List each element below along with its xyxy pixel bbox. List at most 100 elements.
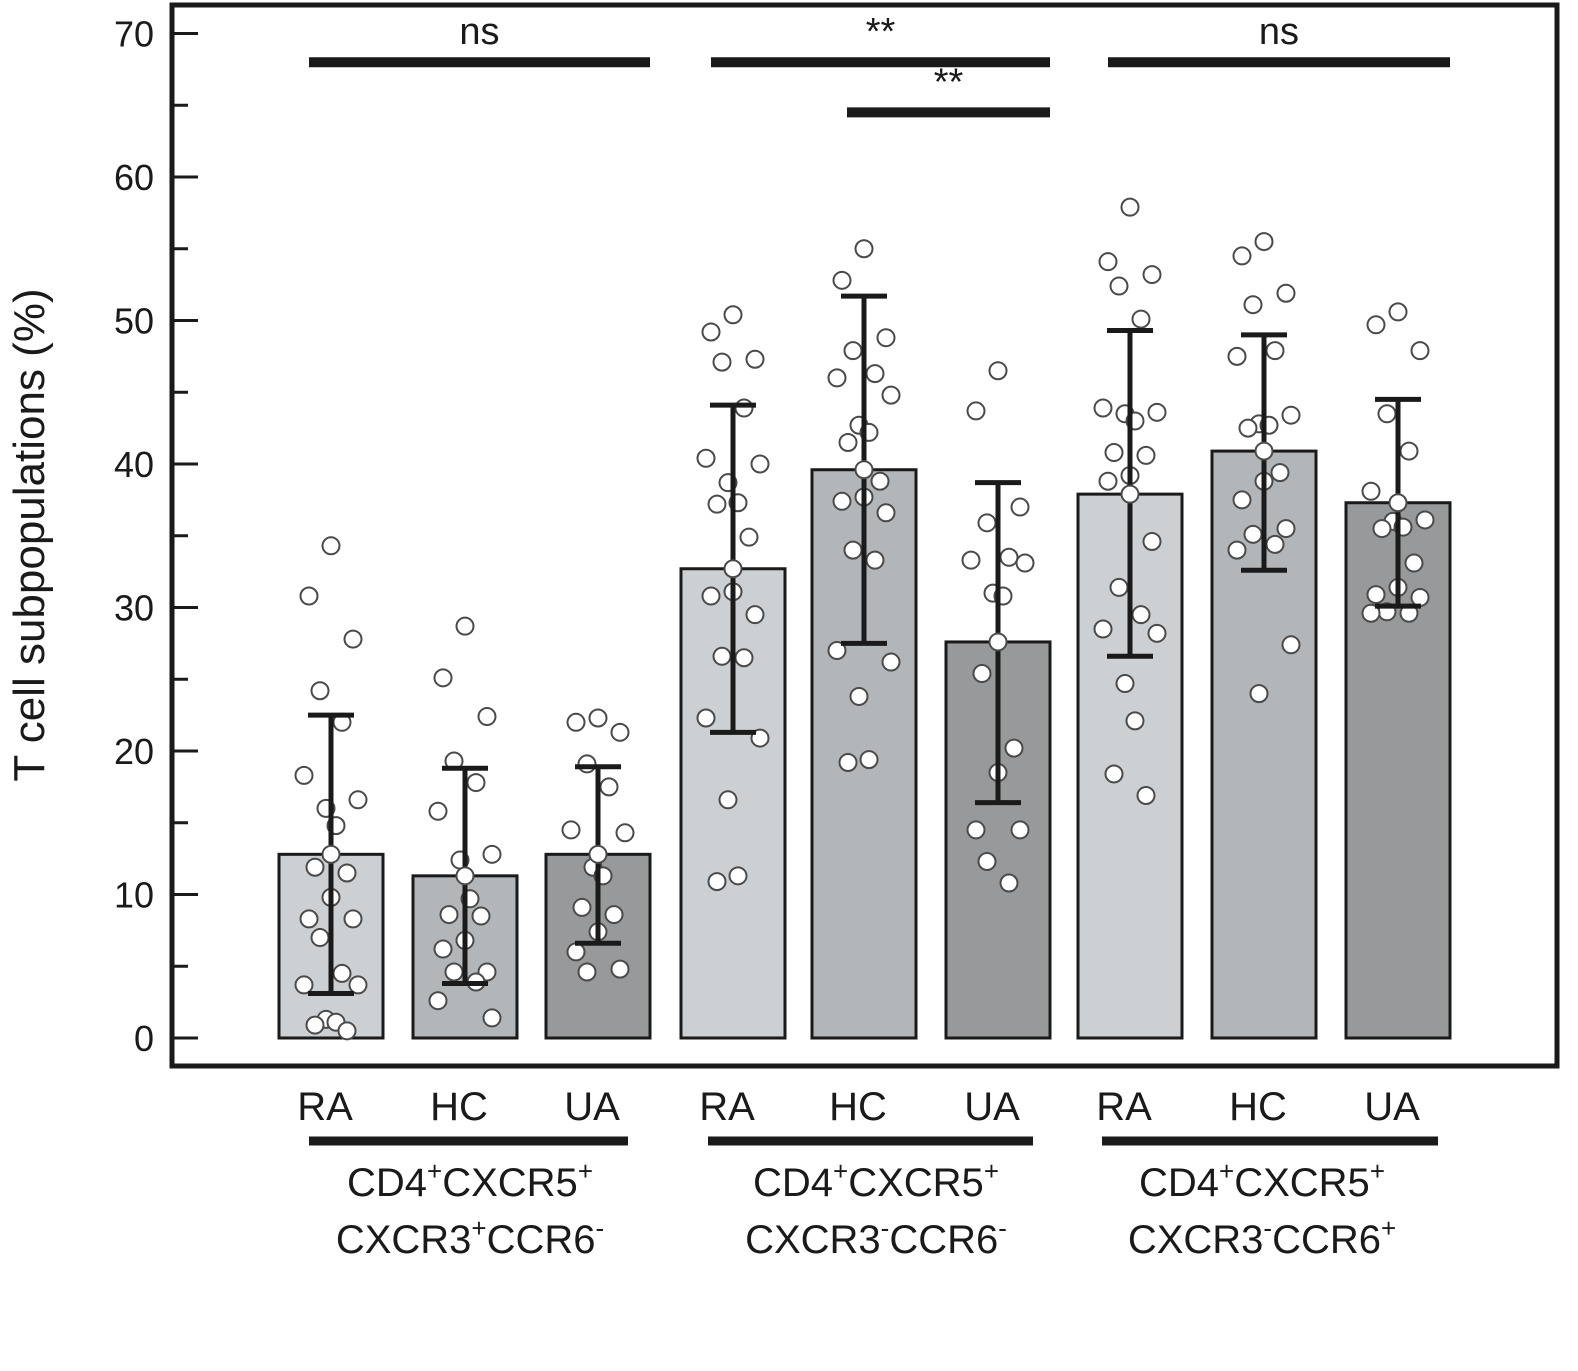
data-point — [566, 942, 586, 962]
mean-marker — [1120, 484, 1140, 504]
data-point — [1254, 232, 1274, 252]
data-point — [1227, 346, 1247, 366]
data-point — [337, 863, 357, 883]
data-point — [1238, 418, 1258, 438]
data-point — [728, 866, 748, 886]
data-point — [1399, 441, 1419, 461]
data-point — [999, 873, 1019, 893]
data-point — [870, 471, 890, 491]
data-point — [1410, 587, 1430, 607]
data-point — [972, 664, 992, 684]
data-point — [1361, 481, 1381, 501]
data-point — [444, 962, 464, 982]
data-point — [1098, 252, 1118, 272]
data-point — [876, 503, 896, 523]
data-point — [1098, 471, 1118, 491]
data-point — [827, 368, 847, 388]
data-point — [433, 939, 453, 959]
data-point — [1109, 276, 1129, 296]
data-point — [1410, 341, 1430, 361]
data-point — [1120, 197, 1140, 217]
significance-label: ** — [866, 11, 896, 53]
data-point — [838, 752, 858, 772]
data-point — [696, 448, 716, 468]
data-point — [477, 707, 497, 727]
data-point — [305, 1015, 325, 1035]
data-point — [1232, 246, 1252, 266]
data-point — [294, 765, 314, 785]
data-point — [1104, 764, 1124, 784]
x-category-label: UA — [964, 1085, 1020, 1129]
data-point — [865, 364, 885, 384]
data-point — [1136, 785, 1156, 805]
data-point — [466, 773, 486, 793]
data-point — [723, 305, 743, 325]
data-point — [712, 352, 732, 372]
data-point — [865, 550, 885, 570]
data-point — [561, 820, 581, 840]
y-tick-label: 0 — [134, 1018, 154, 1059]
data-point — [1147, 623, 1167, 643]
data-point — [734, 648, 754, 668]
y-tick-label: 20 — [114, 731, 154, 772]
data-point — [1388, 302, 1408, 322]
data-point — [577, 754, 597, 774]
x-category-label: HC — [430, 1085, 488, 1129]
data-point — [1249, 684, 1269, 704]
mean-marker — [455, 866, 475, 886]
data-point — [1243, 295, 1263, 315]
data-point — [433, 668, 453, 688]
y-tick-label: 70 — [114, 14, 154, 55]
x-category-label: HC — [1229, 1085, 1287, 1129]
y-tick-label: 10 — [114, 875, 154, 916]
data-point — [332, 963, 352, 983]
data-point — [977, 851, 997, 871]
data-point — [854, 239, 874, 259]
mean-marker — [723, 559, 743, 579]
data-point — [849, 686, 869, 706]
data-point — [455, 616, 475, 636]
data-point — [838, 432, 858, 452]
mean-marker — [321, 844, 341, 864]
data-point — [745, 605, 765, 625]
data-point — [610, 959, 630, 979]
data-point — [961, 550, 981, 570]
data-point — [701, 322, 721, 342]
data-point — [1270, 463, 1290, 483]
data-point — [966, 401, 986, 421]
data-point — [1004, 738, 1024, 758]
data-point — [696, 708, 716, 728]
data-point — [310, 681, 330, 701]
data-point — [572, 897, 592, 917]
y-axis: 0 10 20 30 40 50 60 70 — [114, 14, 198, 1059]
data-point — [588, 708, 608, 728]
data-point — [977, 513, 997, 533]
data-point — [859, 750, 879, 770]
data-point — [1232, 490, 1252, 510]
group-label-line2: CXCR3+CCR6- — [336, 1213, 604, 1262]
data-point — [707, 494, 727, 514]
significance-annotations: ns ** ** ns — [309, 11, 1450, 118]
data-point — [750, 454, 770, 474]
data-point — [299, 909, 319, 929]
data-point — [1115, 674, 1135, 694]
mean-marker — [1388, 493, 1408, 513]
data-point — [305, 857, 325, 877]
data-point — [739, 527, 759, 547]
data-point — [1131, 309, 1151, 329]
data-point — [881, 652, 901, 672]
mean-marker — [588, 844, 608, 864]
data-point — [1147, 402, 1167, 422]
data-point — [604, 905, 624, 925]
data-point — [337, 1021, 357, 1041]
data-point — [707, 872, 727, 892]
data-point — [343, 909, 363, 929]
data-point — [482, 844, 502, 864]
data-point — [294, 975, 314, 995]
x-category-label: RA — [699, 1085, 755, 1129]
data-point — [999, 547, 1019, 567]
mean-marker — [988, 632, 1008, 652]
data-point — [343, 629, 363, 649]
data-point — [610, 722, 630, 742]
